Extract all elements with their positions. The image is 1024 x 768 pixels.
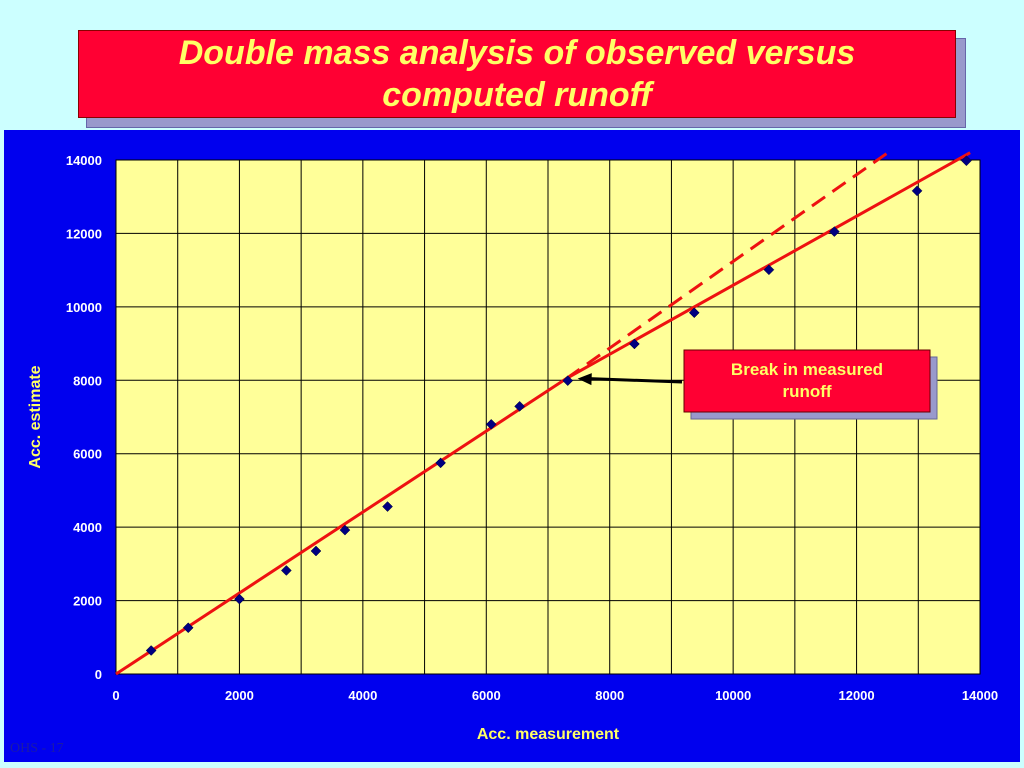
double-mass-chart: 0 2000 4000 6000 8000 10000 12000 14000 0 2000 40… <box>27 149 998 743</box>
x-tick-label: 14000 <box>962 688 998 703</box>
data-points <box>145 155 972 656</box>
x-tick-label: 12000 <box>838 688 874 703</box>
data-point <box>382 501 393 512</box>
data-point <box>961 155 972 167</box>
annotation-text-line1: Break in measured <box>731 360 883 379</box>
y-axis-label: Acc. estimate <box>27 365 44 468</box>
data-point <box>629 338 640 350</box>
y-tick-label: 10000 <box>66 300 102 315</box>
x-tick-label: 2000 <box>225 688 254 703</box>
x-tick-label: 4000 <box>348 688 377 703</box>
y-tick-label: 2000 <box>73 594 102 609</box>
y-tick-label: 4000 <box>73 520 102 535</box>
data-point <box>435 457 446 469</box>
title-box: Double mass analysis of observed versus … <box>78 30 956 118</box>
data-point <box>688 307 700 319</box>
data-point <box>310 545 322 557</box>
y-tick-labels: 0 2000 4000 6000 8000 10000 12000 14000 <box>66 153 102 682</box>
slide-title: Double mass analysis of observed versus … <box>178 34 856 114</box>
data-point <box>911 185 923 197</box>
data-point <box>829 226 840 237</box>
data-point <box>514 400 525 412</box>
annotation-text-line2: runoff <box>782 382 831 401</box>
extrapolated-trend-line <box>565 149 892 380</box>
y-tick-label: 12000 <box>66 226 102 241</box>
x-tick-label: 8000 <box>595 688 624 703</box>
x-tick-label: 0 <box>112 688 119 703</box>
data-point <box>145 645 157 656</box>
annotation-arrow-head <box>577 373 592 386</box>
grid <box>116 160 980 674</box>
x-tick-label: 6000 <box>472 688 501 703</box>
data-point <box>234 593 245 605</box>
data-point <box>182 622 194 634</box>
y-tick-label: 0 <box>95 667 102 682</box>
slide-footer: OHS - 17 <box>10 741 64 756</box>
x-tick-labels: 0 2000 4000 6000 8000 10000 12000 14000 <box>112 688 998 703</box>
data-point <box>280 565 292 576</box>
data-point <box>763 264 775 276</box>
y-tick-label: 14000 <box>66 153 102 168</box>
y-tick-label: 8000 <box>73 373 102 388</box>
data-point <box>339 524 351 536</box>
data-point <box>562 375 574 387</box>
chart-panel: 0 2000 4000 6000 8000 10000 12000 14000 0 2000 40… <box>4 130 1020 762</box>
break-annotation: Break in measured runoff <box>577 349 938 420</box>
x-axis-label: Acc. measurement <box>477 726 620 743</box>
y-tick-label: 6000 <box>73 447 102 462</box>
data-point <box>485 418 497 430</box>
annotation-box <box>683 349 931 413</box>
annotation-arrow-line <box>589 377 683 384</box>
x-tick-label: 10000 <box>715 688 751 703</box>
